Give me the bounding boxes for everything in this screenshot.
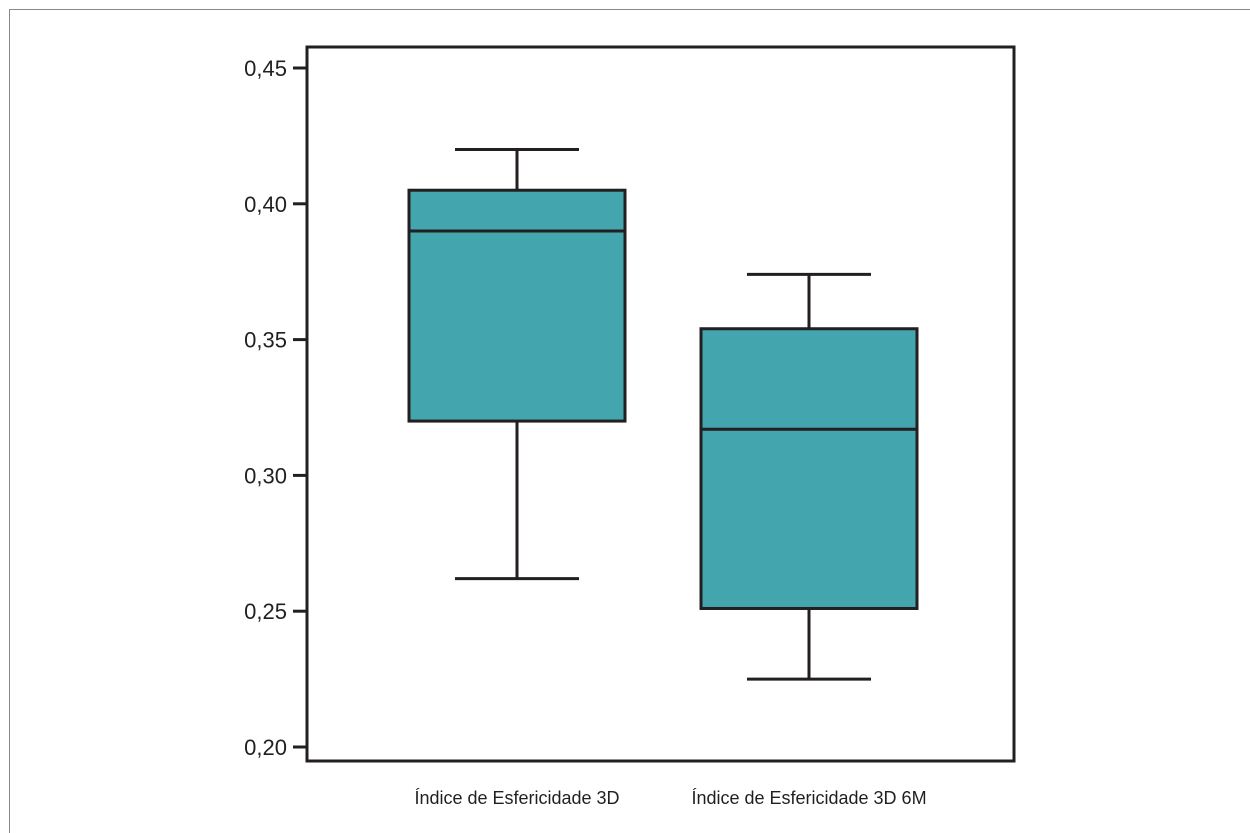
interquartile-box (407, 188, 627, 423)
boxes (407, 147, 919, 681)
y-tick-label: 0,20 (244, 735, 287, 760)
y-tick-label: 0,25 (244, 599, 287, 624)
x-category-label: Índice de Esfericidade 3D (414, 788, 619, 808)
box-1 (407, 147, 627, 581)
y-tick-label: 0,40 (244, 192, 287, 217)
x-axis: Índice de Esfericidade 3D Índice de Esfer… (414, 788, 926, 808)
y-tick-label: 0,30 (244, 463, 287, 488)
y-tick-label: 0,45 (244, 56, 287, 81)
figure-frame (9, 9, 1250, 833)
box-2 (699, 272, 919, 681)
x-category-label: Índice de Esfericidade 3D 6M (691, 788, 926, 808)
y-tick-label: 0,35 (244, 328, 287, 353)
interquartile-box (699, 327, 919, 610)
y-axis: 0,20 0,25 0,30 0,35 0,40 0,45 (244, 56, 307, 760)
